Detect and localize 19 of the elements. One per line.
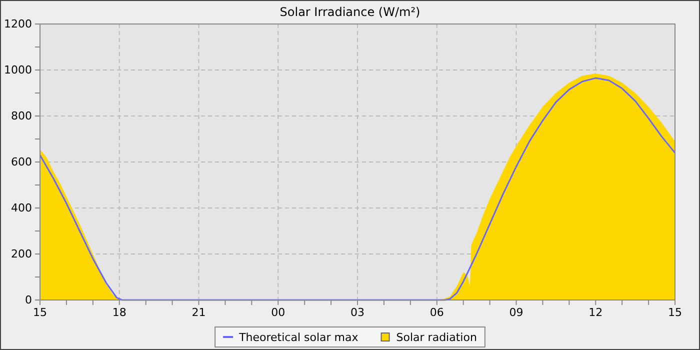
y-tick-label: 400	[11, 202, 32, 215]
x-tick-label: 00	[271, 306, 286, 319]
x-tick-label: 15	[668, 306, 682, 319]
x-tick-label: 18	[112, 306, 126, 319]
legend-label: Theoretical solar max	[238, 331, 359, 344]
y-tick-label: 600	[11, 156, 32, 169]
y-tick-label: 0	[25, 294, 32, 307]
x-tick-label: 03	[350, 306, 364, 319]
x-tick-label: 12	[588, 306, 603, 319]
y-tick-label: 1200	[4, 18, 32, 31]
y-tick-label: 200	[11, 248, 32, 261]
legend-label: Solar radiation	[396, 331, 477, 344]
y-tick-label: 800	[11, 110, 32, 123]
y-tick-label: 1000	[4, 64, 32, 77]
x-tick-label: 21	[192, 306, 206, 319]
x-tick-label: 09	[509, 306, 524, 319]
x-tick-label: 15	[33, 306, 47, 319]
x-tick-label: 06	[430, 306, 444, 319]
chart-title: Solar Irradiance (W/m²)	[280, 5, 420, 19]
